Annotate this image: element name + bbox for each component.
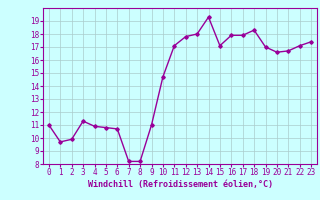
X-axis label: Windchill (Refroidissement éolien,°C): Windchill (Refroidissement éolien,°C) bbox=[87, 180, 273, 189]
